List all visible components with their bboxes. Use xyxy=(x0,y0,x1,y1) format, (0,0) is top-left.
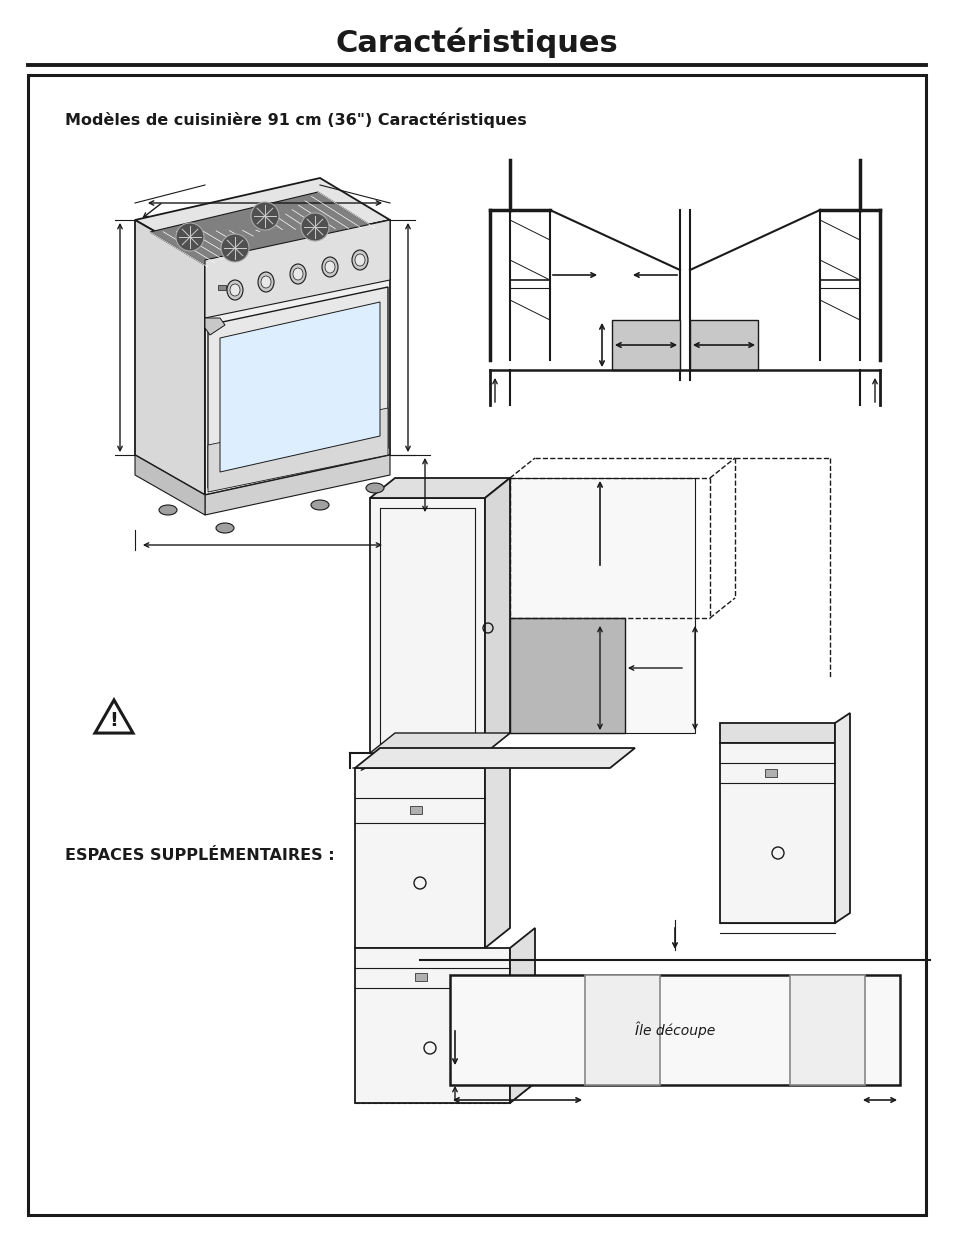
Polygon shape xyxy=(355,948,510,1103)
Text: Caractéristiques: Caractéristiques xyxy=(335,27,618,58)
Bar xyxy=(612,320,679,370)
Ellipse shape xyxy=(290,264,306,284)
Polygon shape xyxy=(205,220,390,495)
Polygon shape xyxy=(135,220,205,495)
Polygon shape xyxy=(220,303,379,472)
Ellipse shape xyxy=(230,284,240,296)
Circle shape xyxy=(221,233,249,262)
Polygon shape xyxy=(484,478,510,753)
Polygon shape xyxy=(484,748,510,948)
Polygon shape xyxy=(370,478,510,498)
Bar xyxy=(789,974,864,1086)
Polygon shape xyxy=(834,713,849,923)
Ellipse shape xyxy=(261,275,271,288)
Polygon shape xyxy=(720,743,834,923)
Bar xyxy=(689,320,758,370)
Polygon shape xyxy=(208,287,388,488)
Ellipse shape xyxy=(325,261,335,273)
Ellipse shape xyxy=(159,505,177,515)
Bar xyxy=(410,806,421,814)
Ellipse shape xyxy=(293,268,303,280)
Polygon shape xyxy=(510,478,695,734)
Ellipse shape xyxy=(366,483,384,493)
Ellipse shape xyxy=(257,272,274,291)
Ellipse shape xyxy=(215,522,233,534)
Polygon shape xyxy=(355,768,484,948)
Circle shape xyxy=(251,203,278,230)
Ellipse shape xyxy=(311,500,329,510)
Circle shape xyxy=(175,224,204,251)
Polygon shape xyxy=(205,220,390,317)
Text: Île découpe: Île découpe xyxy=(634,1021,715,1039)
Polygon shape xyxy=(510,618,624,734)
Bar xyxy=(415,973,427,981)
Polygon shape xyxy=(370,498,484,753)
Text: ESPACES SUPPLÉMENTAIRES :: ESPACES SUPPLÉMENTAIRES : xyxy=(65,847,335,862)
Bar xyxy=(450,974,899,1086)
Polygon shape xyxy=(355,748,635,768)
Ellipse shape xyxy=(352,249,368,270)
Polygon shape xyxy=(720,722,834,743)
Polygon shape xyxy=(135,454,205,515)
Ellipse shape xyxy=(322,257,337,277)
Polygon shape xyxy=(150,191,375,267)
Ellipse shape xyxy=(227,280,243,300)
Polygon shape xyxy=(135,178,390,261)
Bar xyxy=(764,769,776,777)
Polygon shape xyxy=(205,454,390,515)
Text: !: ! xyxy=(110,711,118,730)
Text: Modèles de cuisinière 91 cm (36") Caractéristiques: Modèles de cuisinière 91 cm (36") Caract… xyxy=(65,112,526,128)
Polygon shape xyxy=(510,927,535,1103)
Polygon shape xyxy=(370,734,510,753)
Bar xyxy=(218,285,226,290)
Bar xyxy=(584,974,659,1086)
Ellipse shape xyxy=(355,254,365,266)
Polygon shape xyxy=(208,408,388,492)
Polygon shape xyxy=(205,317,225,335)
Circle shape xyxy=(301,212,329,241)
